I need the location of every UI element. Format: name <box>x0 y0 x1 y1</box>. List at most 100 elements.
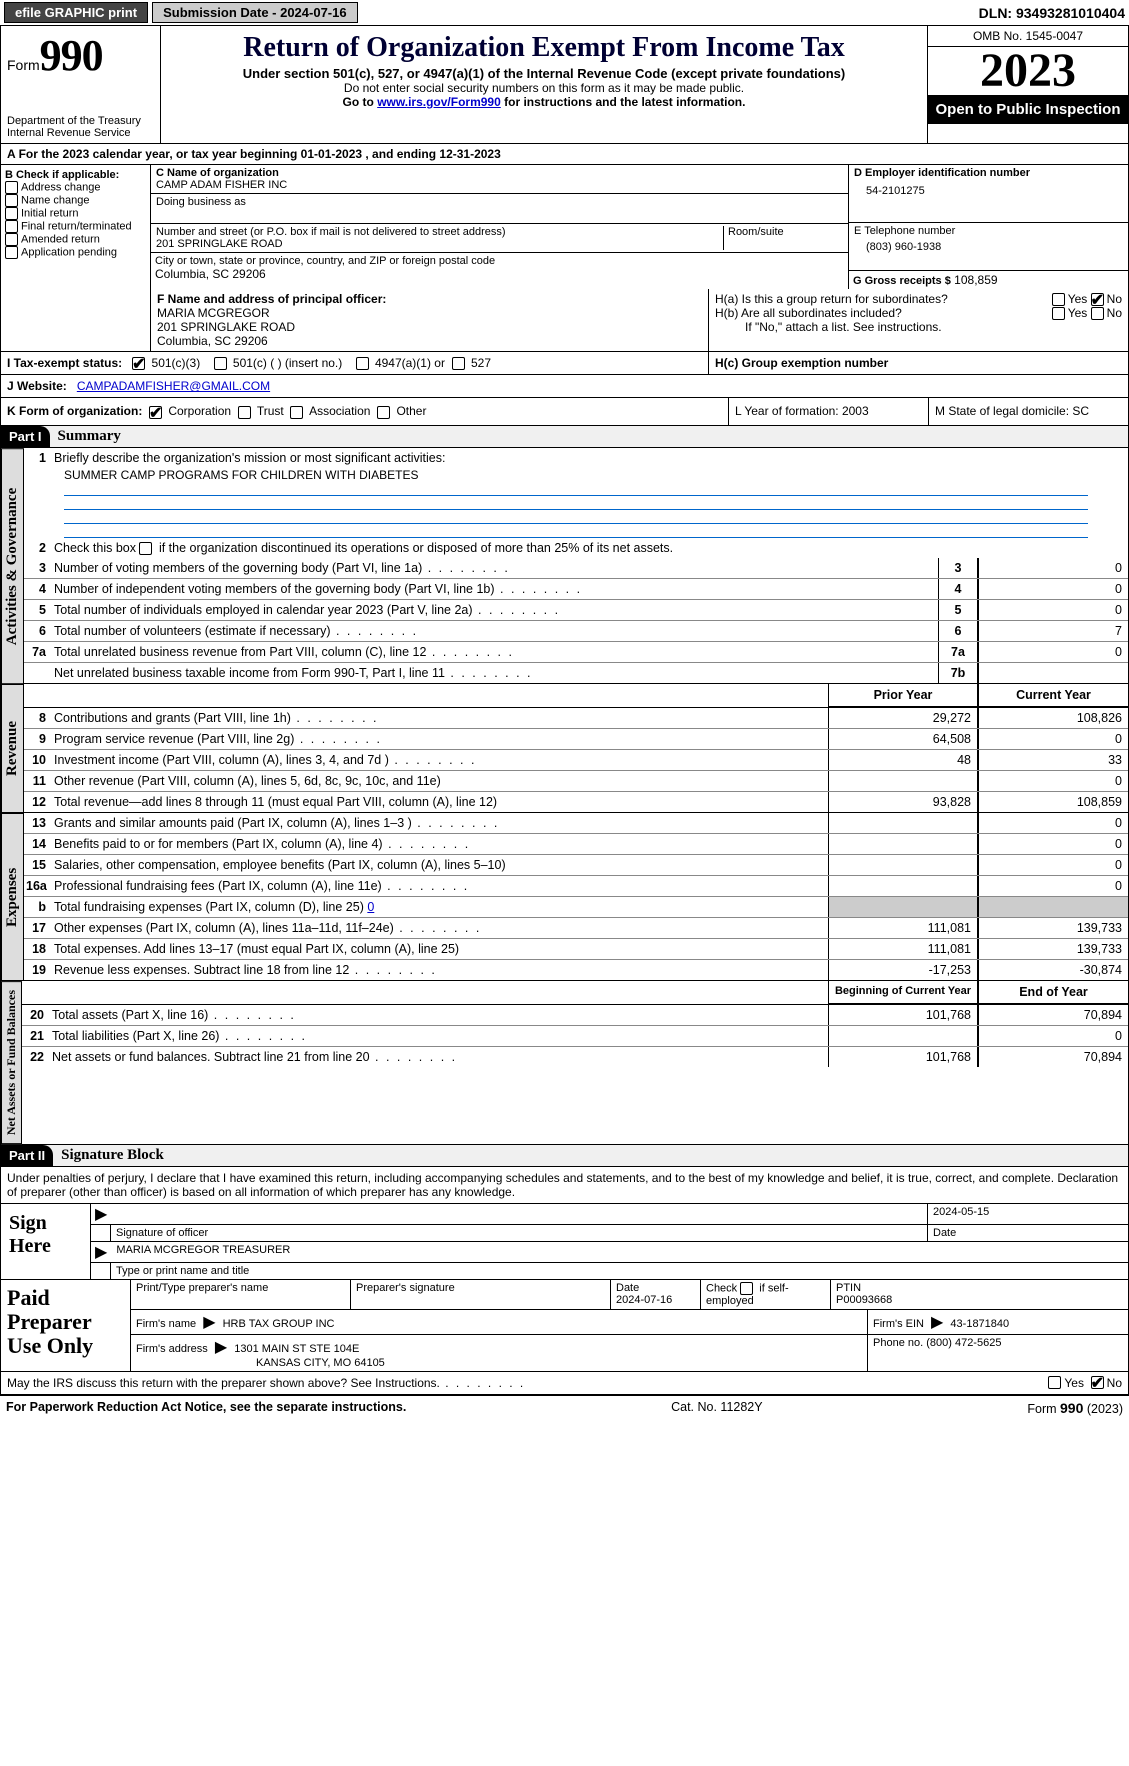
l10-p: 48 <box>828 750 978 770</box>
l5-box: 5 <box>938 600 978 620</box>
l11-text: Other revenue (Part VIII, column (A), li… <box>52 771 828 791</box>
checkbox-icon[interactable] <box>356 357 369 370</box>
checkbox-icon[interactable] <box>5 194 18 207</box>
declaration: Under penalties of perjury, I declare th… <box>0 1167 1129 1204</box>
officer-addr2: Columbia, SC 29206 <box>157 334 268 348</box>
m-state: M State of legal domicile: SC <box>928 398 1128 424</box>
l17-text: Other expenses (Part IX, column (A), lin… <box>52 918 828 938</box>
l4-text: Number of independent voting members of … <box>52 579 938 599</box>
firm-ein: 43-1871840 <box>950 1318 1009 1330</box>
checkbox-icon[interactable] <box>290 406 303 419</box>
section-expenses: Expenses 13Grants and similar amounts pa… <box>0 813 1129 981</box>
checkbox-icon[interactable] <box>5 181 18 194</box>
checkbox-icon[interactable] <box>149 406 162 419</box>
checkbox-icon[interactable] <box>1052 307 1065 320</box>
gross-value: 108,859 <box>954 273 997 287</box>
section-sub: Under section 501(c), 527, or 4947(a)(1)… <box>169 66 919 81</box>
officer-sig-name: MARIA MCGREGOR TREASURER <box>111 1242 1128 1262</box>
firm-phone: (800) 472-5625 <box>926 1337 1001 1349</box>
part2-label: Part II <box>1 1145 53 1166</box>
arrow-icon: ▶ <box>211 1339 231 1356</box>
checkbox-icon[interactable] <box>1048 1376 1061 1389</box>
j-label: J Website: <box>7 379 67 393</box>
mission-value: SUMMER CAMP PROGRAMS FOR CHILDREN WITH D… <box>64 468 1088 482</box>
l16b-link[interactable]: 0 <box>367 900 374 914</box>
i-501c: 501(c) ( ) (insert no.) <box>233 356 342 370</box>
submission-date: Submission Date - 2024-07-16 <box>152 2 358 23</box>
l18-c: 139,733 <box>978 939 1128 959</box>
checkbox-icon[interactable] <box>1091 307 1104 320</box>
l11-c: 0 <box>978 771 1128 791</box>
checkbox-icon[interactable] <box>5 233 18 246</box>
checkbox-icon[interactable] <box>1091 293 1104 306</box>
checkbox-icon[interactable] <box>139 542 152 555</box>
irs-link[interactable]: www.irs.gov/Form990 <box>377 95 501 109</box>
phone-label: E Telephone number <box>854 225 1123 237</box>
checkbox-icon[interactable] <box>214 357 227 370</box>
i-label: I Tax-exempt status: <box>7 356 122 370</box>
l21-c: 0 <box>978 1026 1128 1046</box>
hb-label: H(b) Are all subordinates included? <box>715 306 1052 320</box>
officer-name: MARIA MCGREGOR <box>157 306 270 320</box>
i-527: 527 <box>471 356 491 370</box>
row-j: J Website: CAMPADAMFISHER@GMAIL.COM <box>0 375 1129 398</box>
pra-notice: For Paperwork Reduction Act Notice, see … <box>6 1400 406 1416</box>
website-value[interactable]: CAMPADAMFISHER@GMAIL.COM <box>77 379 270 393</box>
l12-text: Total revenue—add lines 8 through 11 (mu… <box>52 792 828 812</box>
l7b-box: 7b <box>938 663 978 683</box>
c-dba: Doing business as <box>151 194 848 224</box>
dba-label: Doing business as <box>156 196 843 208</box>
checkbox-icon[interactable] <box>5 207 18 220</box>
col-b: B Check if applicable: Address change Na… <box>1 165 151 289</box>
ein-label: D Employer identification number <box>854 167 1123 179</box>
checkbox-icon[interactable] <box>1091 1376 1104 1389</box>
efile-print-button[interactable]: efile GRAPHIC print <box>4 2 148 23</box>
line-a: A For the 2023 calendar year, or tax yea… <box>0 144 1129 165</box>
form-ref: Form 990 (2023) <box>1027 1400 1123 1416</box>
col-end: End of Year <box>978 981 1128 1004</box>
l17-c: 139,733 <box>978 918 1128 938</box>
dln: DLN: 93493281010404 <box>979 5 1125 21</box>
no-label: No <box>1107 292 1122 306</box>
hc-label: H(c) Group exemption number <box>715 356 888 370</box>
checkbox-icon[interactable] <box>740 1282 753 1295</box>
l6-val: 7 <box>978 621 1128 641</box>
checkbox-icon[interactable] <box>1052 293 1065 306</box>
officer-addr1: 201 SPRINGLAKE ROAD <box>157 320 295 334</box>
arrow-icon: ▶ <box>927 1314 947 1331</box>
goto-note: Go to www.irs.gov/Form990 for instructio… <box>169 95 919 109</box>
checkbox-icon[interactable] <box>5 220 18 233</box>
col-curr: Current Year <box>978 684 1128 707</box>
section-bcd: B Check if applicable: Address change Na… <box>0 165 1129 289</box>
checkbox-icon[interactable] <box>377 406 390 419</box>
checkbox-icon[interactable] <box>238 406 251 419</box>
l14-p <box>828 834 978 854</box>
l14-c: 0 <box>978 834 1128 854</box>
tab-expenses: Expenses <box>1 813 24 981</box>
sign-label: Sign Here <box>1 1204 91 1279</box>
checkbox-icon[interactable] <box>5 246 18 259</box>
l10-text: Investment income (Part VIII, column (A)… <box>52 750 828 770</box>
l22-text: Net assets or fund balances. Subtract li… <box>50 1047 828 1067</box>
tax-year: 2023 <box>928 47 1128 95</box>
street-address: 201 SPRINGLAKE ROAD <box>156 238 723 250</box>
city-label: City or town, state or province, country… <box>155 255 844 267</box>
part2-header: Part II Signature Block <box>0 1145 1129 1167</box>
checkbox-icon[interactable] <box>452 357 465 370</box>
part2-title: Signature Block <box>53 1147 164 1164</box>
l5-text: Total number of individuals employed in … <box>52 600 938 620</box>
ein-label2: Firm's EIN <box>873 1318 924 1330</box>
arrow-icon: ▶ <box>199 1314 219 1331</box>
goto-post: for instructions and the latest informat… <box>501 95 746 109</box>
c-addr: Number and street (or P.O. box if mail i… <box>151 224 848 253</box>
checkbox-icon[interactable] <box>132 357 145 370</box>
discuss-row: May the IRS discuss this return with the… <box>0 1372 1129 1395</box>
line-a-text: For the 2023 calendar year, or tax year … <box>19 147 501 161</box>
firm-name: HRB TAX GROUP INC <box>223 1318 335 1330</box>
l9-text: Program service revenue (Part VIII, line… <box>52 729 828 749</box>
b-opt-amended: Amended return <box>5 233 146 246</box>
l7b-val <box>978 663 1128 683</box>
l20-text: Total assets (Part X, line 16) <box>50 1005 828 1025</box>
form-header: Form990 Department of the Treasury Inter… <box>0 26 1129 144</box>
l3-text: Number of voting members of the governin… <box>52 558 938 578</box>
